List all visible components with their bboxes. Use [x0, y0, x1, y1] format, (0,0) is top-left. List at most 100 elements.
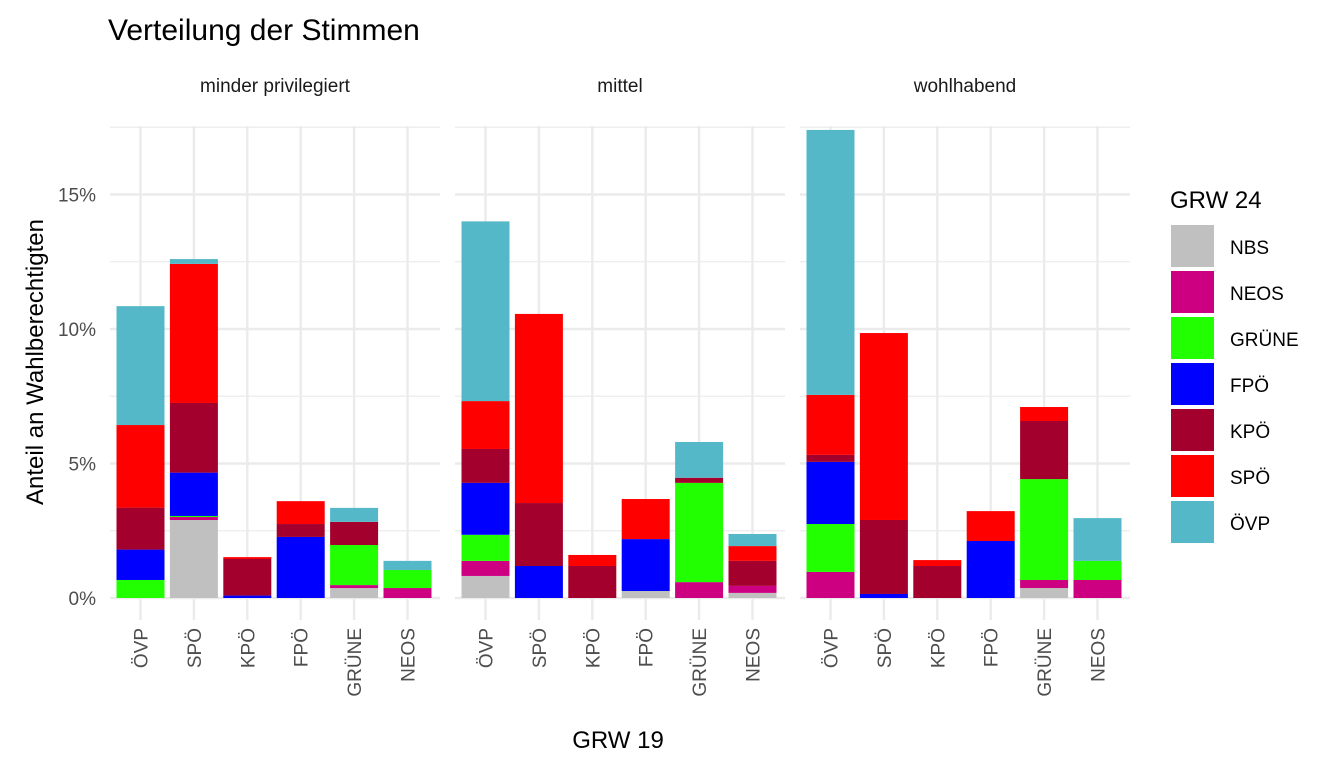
legend-label: KPÖ: [1230, 422, 1270, 443]
legend-swatch: [1171, 363, 1214, 405]
legend-title: GRW 24: [1170, 187, 1262, 214]
legend-items: NBS NEOS GRÜNE FPÖ KPÖ SPÖ ÖVP: [1171, 225, 1299, 543]
legend-item: KPÖ: [1171, 409, 1270, 451]
facet-label: wohlhabend: [913, 76, 1016, 97]
x-tick-label: SPÖ: [185, 628, 206, 668]
bar-segment: [568, 565, 617, 598]
bar-segment: [461, 482, 510, 535]
bar-segment: [675, 441, 724, 478]
bar-stack: [276, 501, 325, 598]
x-tick-label: NEOS: [744, 628, 765, 682]
bar-segment: [675, 582, 724, 598]
bar-segment: [806, 454, 855, 462]
chart-title: Verteilung der Stimmen: [108, 14, 420, 47]
bar-segment: [116, 579, 165, 598]
legend-label: SPÖ: [1230, 468, 1270, 489]
bar-segment: [1073, 560, 1122, 580]
bar-segment: [913, 560, 962, 566]
facet-panel: wohlhabend ÖVP SPÖ KPÖ FPÖ GRÜNE NEOS: [800, 76, 1130, 697]
bar-segment: [806, 571, 855, 598]
x-tick-label: SPÖ: [530, 628, 551, 668]
x-tick-label: FPÖ: [637, 628, 658, 667]
bar-segment: [223, 558, 272, 596]
bar-stack: [383, 560, 432, 598]
bar-segment: [1020, 579, 1069, 589]
bar-segment: [461, 401, 510, 449]
bar-segment: [330, 588, 379, 598]
x-tick-label: SPÖ: [875, 628, 896, 668]
bar-segment: [461, 221, 510, 402]
bar-segment: [116, 306, 165, 426]
bar-stack: [728, 533, 777, 598]
legend-swatch: [1171, 317, 1214, 359]
bar-segment: [169, 472, 218, 516]
bar-segment: [913, 565, 962, 598]
x-tick-label: FPÖ: [982, 628, 1003, 667]
bar-segment: [568, 554, 617, 566]
bar-segment: [728, 546, 777, 561]
bar-segment: [966, 511, 1015, 541]
bar-segment: [169, 519, 218, 598]
x-tick-label: KPÖ: [238, 628, 259, 668]
bar-segment: [675, 482, 724, 583]
legend-label: FPÖ: [1230, 376, 1269, 397]
y-tick-label: 0%: [69, 589, 97, 610]
bar-segment: [276, 524, 325, 537]
bar-stack: [806, 129, 855, 598]
bar-segment: [1073, 579, 1122, 598]
legend-swatch: [1171, 409, 1214, 451]
bar-segment: [728, 585, 777, 593]
legend-item: GRÜNE: [1171, 317, 1299, 359]
bar-segment: [728, 560, 777, 586]
bar-stack: [859, 333, 908, 598]
bar-segment: [383, 560, 432, 571]
bar-segment: [169, 259, 218, 264]
bar-stack: [621, 499, 670, 598]
x-tick-label: GRÜNE: [1035, 628, 1056, 697]
bar-stack: [568, 554, 617, 598]
bar-segment: [383, 588, 432, 598]
legend-label: ÖVP: [1230, 514, 1270, 535]
bar-segment: [1073, 518, 1122, 561]
bar-segment: [621, 539, 670, 592]
legend-item: FPÖ: [1171, 363, 1269, 405]
facet-panel: minder privilegiert ÖVP SPÖ KPÖ FPÖ GRÜNE NEOS: [110, 76, 440, 697]
bar-segment: [116, 507, 165, 550]
x-tick-label: ÖVP: [822, 628, 843, 668]
bar-segment: [116, 549, 165, 580]
x-tick-label: FPÖ: [292, 628, 313, 667]
legend-label: GRÜNE: [1230, 330, 1299, 351]
bar-segment: [1020, 588, 1069, 598]
bar-segment: [169, 263, 218, 403]
bar-segment: [1020, 479, 1069, 580]
legend: GRW 24 NBS NEOS GRÜNE FPÖ KPÖ SPÖ ÖVP: [1170, 187, 1299, 543]
bar-segment: [276, 536, 325, 598]
bar-stack: [169, 259, 218, 598]
bar-segment: [859, 519, 908, 594]
bar-stack: [966, 511, 1015, 598]
x-tick-label: NEOS: [1089, 628, 1110, 682]
bar-segment: [621, 499, 670, 540]
bar-stack: [223, 557, 272, 598]
bar-segment: [1020, 407, 1069, 421]
bar-segment: [806, 394, 855, 455]
bar-segment: [859, 593, 908, 598]
x-tick-label: GRÜNE: [690, 628, 711, 697]
bar-stack: [913, 560, 962, 598]
bar-segment: [514, 503, 563, 566]
x-axis-label: GRW 19: [572, 727, 664, 754]
bar-segment: [461, 448, 510, 483]
bar-segment: [1020, 420, 1069, 480]
bar-segment: [116, 425, 165, 508]
bar-segment: [461, 575, 510, 598]
facet-panels: minder privilegiert ÖVP SPÖ KPÖ FPÖ GRÜNE NEOS…: [110, 76, 1130, 697]
x-tick-label: NEOS: [399, 628, 420, 682]
bar-segment: [461, 534, 510, 561]
y-tick-label: 5%: [69, 455, 97, 476]
x-tick-label: GRÜNE: [345, 628, 366, 697]
bar-segment: [276, 501, 325, 525]
facet-label: minder privilegiert: [200, 76, 351, 97]
bar-segment: [169, 402, 218, 473]
bar-segment: [330, 545, 379, 586]
